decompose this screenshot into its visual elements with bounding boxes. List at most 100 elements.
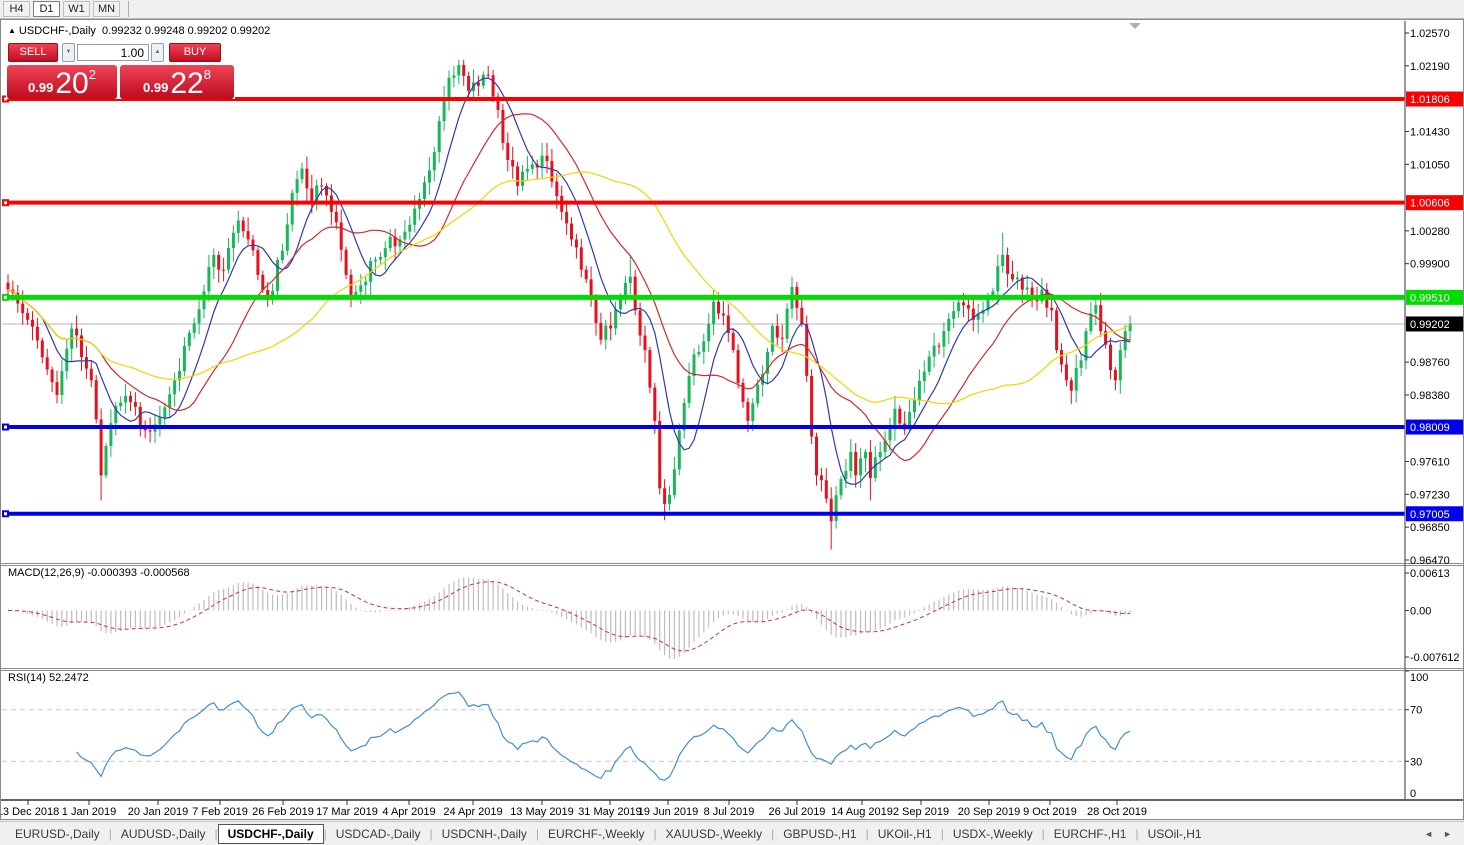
buy-price-box[interactable]: 0.99 22 8 — [120, 65, 234, 99]
macd-histogram — [7, 577, 1131, 660]
tab-eurchf-weekly[interactable]: EURCHF-,Weekly — [548, 826, 645, 841]
tab-separator: | — [535, 826, 540, 841]
svg-text:7 Feb 2019: 7 Feb 2019 — [192, 806, 248, 818]
tab-scroll-arrows: ◄ ► — [1424, 829, 1452, 839]
svg-text:0.00: 0.00 — [1410, 605, 1431, 617]
svg-text:1.00606: 1.00606 — [1410, 198, 1450, 210]
chart-area[interactable]: 13 Dec 2018 1 Jan 2019 20 Jan 2019 7 Feb 20… — [0, 19, 1464, 820]
svg-text:28 Oct 2019: 28 Oct 2019 — [1087, 806, 1147, 818]
tab-usdcad-daily[interactable]: USDCAD-,Daily — [335, 826, 421, 841]
svg-text:1.00280: 1.00280 — [1410, 226, 1450, 238]
candle-bodies-bear — [6, 65, 1117, 522]
svg-text:0.96470: 0.96470 — [1410, 555, 1450, 567]
svg-text:4 Apr 2019: 4 Apr 2019 — [382, 806, 435, 818]
svg-text:24 Apr 2019: 24 Apr 2019 — [443, 806, 502, 818]
one-click-trading-panel: SELL ▼ ▲ BUY 0.99 20 2 0.99 22 8 — [6, 41, 235, 99]
tab-usdcnh-daily[interactable]: USDCNH-,Daily — [441, 826, 527, 841]
symbol-tabs: EURUSD-,Daily | AUDUSD-,Daily | USDCHF-,Dail… — [6, 823, 1211, 844]
buy-price-big: 22 — [170, 66, 204, 100]
svg-text:14 Aug 2019: 14 Aug 2019 — [831, 806, 893, 818]
svg-text:8 Jul 2019: 8 Jul 2019 — [704, 806, 755, 818]
svg-text:0.00613: 0.00613 — [1410, 568, 1450, 580]
svg-text:-0.007612: -0.007612 — [1410, 652, 1460, 664]
tab-separator: | — [940, 826, 944, 841]
symbol-period-label: USDCHF-,Daily — [18, 25, 96, 37]
timeframe-button-w1[interactable]: W1 — [63, 1, 90, 17]
svg-text:13 Dec 2018: 13 Dec 2018 — [0, 806, 59, 818]
svg-text:1.01050: 1.01050 — [1410, 159, 1450, 171]
rsi-line — [76, 691, 1131, 781]
svg-text:20 Jan 2019: 20 Jan 2019 — [128, 806, 189, 818]
buy-price-small: 0.99 — [143, 80, 169, 95]
timeframe-button-d1[interactable]: D1 — [33, 1, 60, 17]
tab-separator: | — [214, 826, 218, 841]
svg-text:13 May 2019: 13 May 2019 — [510, 806, 574, 818]
buy-button[interactable]: BUY — [169, 43, 221, 62]
svg-text:70: 70 — [1410, 705, 1422, 717]
volume-input[interactable] — [77, 44, 149, 61]
tab-separator: | — [865, 826, 869, 841]
volume-increase-button[interactable]: ▲ — [151, 43, 164, 62]
tab-xauusd-weekly[interactable]: XAUUSD-,Weekly — [665, 826, 763, 841]
svg-text:1.01806: 1.01806 — [1410, 94, 1450, 106]
svg-text:26 Jul 2019: 26 Jul 2019 — [769, 806, 826, 818]
volume-decrease-button[interactable]: ▼ — [62, 43, 75, 62]
toolbar-separator — [128, 1, 129, 17]
chart-title: ▲ USDCHF-,Daily 0.99232 0.99248 0.99202 0… — [8, 25, 270, 37]
timeframe-button-mn[interactable]: MN — [93, 1, 120, 17]
tab-separator: | — [771, 826, 775, 841]
tab-scroll-right-icon[interactable]: ► — [1443, 828, 1452, 839]
svg-text:0.97610: 0.97610 — [1410, 457, 1450, 469]
tab-audusd-daily[interactable]: AUDUSD-,Daily — [120, 826, 206, 841]
svg-text:1.02190: 1.02190 — [1410, 61, 1450, 73]
tab-eurusd-daily[interactable]: EURUSD-,Daily — [15, 826, 100, 841]
timeframe-buttons: H4 D1 W1 MN — [3, 1, 123, 17]
sell-price-sup: 2 — [88, 67, 96, 82]
svg-text:9 Oct 2019: 9 Oct 2019 — [1023, 806, 1077, 818]
tab-separator: | — [429, 826, 433, 841]
svg-text:31 May 2019: 31 May 2019 — [578, 806, 642, 818]
macd-indicator-label: MACD(12,26,9) -0.000393 -0.000568 — [8, 567, 190, 579]
slow-ma-line — [7, 171, 1131, 405]
fast-ma-line — [7, 77, 1131, 485]
ohlc-values: 0.99232 0.99248 0.99202 0.99202 — [102, 25, 271, 37]
tab-usoil-h1[interactable]: USOil-,H1 — [1147, 826, 1202, 841]
tab-separator: | — [1135, 826, 1139, 841]
tab-separator: | — [323, 826, 327, 841]
svg-text:0.99510: 0.99510 — [1410, 292, 1450, 304]
sell-price-box[interactable]: 0.99 20 2 — [7, 65, 117, 99]
svg-text:100: 100 — [1410, 672, 1428, 684]
svg-text:30: 30 — [1410, 756, 1422, 768]
collapse-panel-icon[interactable]: ▲ — [8, 26, 16, 35]
tab-scroll-left-icon[interactable]: ◄ — [1424, 828, 1434, 839]
chart-shift-marker-icon — [1129, 23, 1141, 29]
svg-text:26 Feb 2019: 26 Feb 2019 — [252, 806, 314, 818]
sell-price-small: 0.99 — [28, 80, 54, 95]
tab-usdx-weekly[interactable]: USDX-,Weekly — [952, 826, 1033, 841]
svg-text:0.96850: 0.96850 — [1410, 522, 1450, 534]
sell-button[interactable]: SELL — [8, 43, 58, 62]
symbol-tabbar: EURUSD-,Daily | AUDUSD-,Daily | USDCHF-,Dail… — [0, 821, 1464, 845]
svg-text:17 Mar 2019: 17 Mar 2019 — [316, 806, 378, 818]
svg-text:20 Sep 2019: 20 Sep 2019 — [958, 806, 1020, 818]
tab-separator: | — [108, 826, 112, 841]
rsi-indicator-label: RSI(14) 52.2472 — [8, 672, 89, 684]
svg-text:0.99202: 0.99202 — [1410, 319, 1450, 331]
tab-usdchf-daily[interactable]: USDCHF-,Daily — [217, 823, 324, 844]
tab-eurchf-h1[interactable]: EURCHF-,H1 — [1053, 826, 1127, 841]
timeframe-button-h4[interactable]: H4 — [3, 1, 30, 17]
svg-text:0.98009: 0.98009 — [1410, 422, 1450, 434]
chart-canvas[interactable]: 13 Dec 2018 1 Jan 2019 20 Jan 2019 7 Feb 20… — [0, 19, 1464, 845]
tab-gbpusd-h1[interactable]: GBPUSD-,H1 — [783, 826, 857, 841]
svg-text:0.99900: 0.99900 — [1410, 259, 1450, 271]
svg-text:19 Jun 2019: 19 Jun 2019 — [638, 806, 699, 818]
svg-text:0.98760: 0.98760 — [1410, 357, 1450, 369]
tab-ukoil-h1[interactable]: UKOil-,H1 — [877, 826, 932, 841]
tab-separator: | — [653, 826, 657, 841]
svg-text:0.98380: 0.98380 — [1410, 390, 1450, 402]
buy-price-sup: 8 — [203, 67, 211, 82]
svg-text:1 Jan 2019: 1 Jan 2019 — [62, 806, 116, 818]
macd-signal-line — [8, 581, 1131, 652]
svg-text:0.97230: 0.97230 — [1410, 489, 1450, 501]
